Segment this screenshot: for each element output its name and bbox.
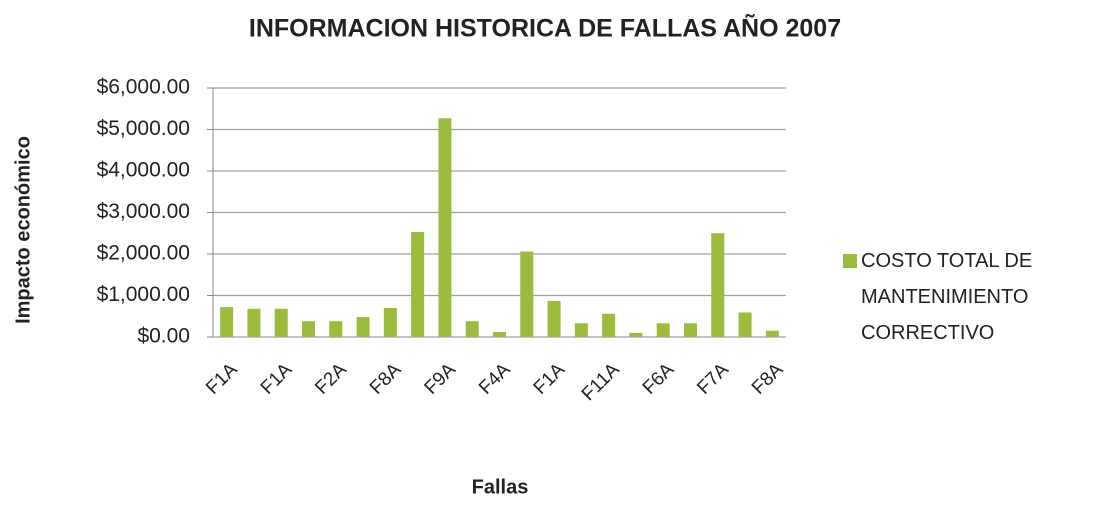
bar (656, 323, 670, 337)
legend-label: COSTO TOTAL DE MANTENIMIENTO CORRECTIVO (861, 250, 1033, 344)
bar (302, 321, 315, 337)
bar (684, 323, 697, 337)
x-axis-title: Fallas (472, 476, 529, 498)
x-tick-label: F11A (578, 359, 624, 405)
bar (738, 312, 752, 337)
y-tick-label: $5,000.00 (97, 117, 190, 140)
y-tick-label: $3,000.00 (97, 200, 190, 223)
bar (329, 321, 343, 337)
bar (247, 308, 261, 337)
bar (274, 308, 288, 337)
bar (520, 251, 534, 337)
x-tick-label: F4A (475, 359, 515, 399)
x-tick-label: F7A (693, 359, 733, 399)
y-axis-title: Impacto económico (12, 136, 34, 324)
x-tick-label: F1A (202, 359, 242, 399)
x-tick-label: F8A (366, 359, 406, 399)
y-tick-label: $0.00 (137, 325, 190, 348)
x-tick-label: F9A (421, 359, 461, 399)
bar (493, 332, 506, 337)
bar (383, 307, 397, 337)
y-tick-label: $2,000.00 (97, 242, 190, 265)
bar (574, 323, 588, 337)
bar (629, 332, 643, 337)
bar (356, 317, 370, 337)
bar (547, 300, 561, 337)
x-tick-label: F2A (311, 359, 351, 399)
legend-swatch (843, 254, 857, 268)
y-tick-label: $4,000.00 (97, 159, 190, 182)
bar (220, 307, 234, 337)
y-tick-label: $6,000.00 (97, 76, 190, 99)
bar (465, 321, 479, 337)
x-tick-label: F6A (639, 359, 679, 399)
chart-title: INFORMACION HISTORICA DE FALLAS AÑO 2007 (249, 13, 841, 43)
bar (411, 232, 425, 337)
x-tick-label: F8A (748, 359, 788, 399)
x-tick-label: F1A (530, 359, 570, 399)
bar (602, 313, 616, 337)
y-tick-label: $1,000.00 (97, 283, 190, 306)
bar (765, 330, 779, 337)
x-tick-label: F1A (257, 359, 297, 399)
bar (438, 118, 452, 337)
bar (711, 233, 725, 337)
legend: COSTO TOTAL DE MANTENIMIENTO CORRECTIVO (843, 243, 1083, 351)
